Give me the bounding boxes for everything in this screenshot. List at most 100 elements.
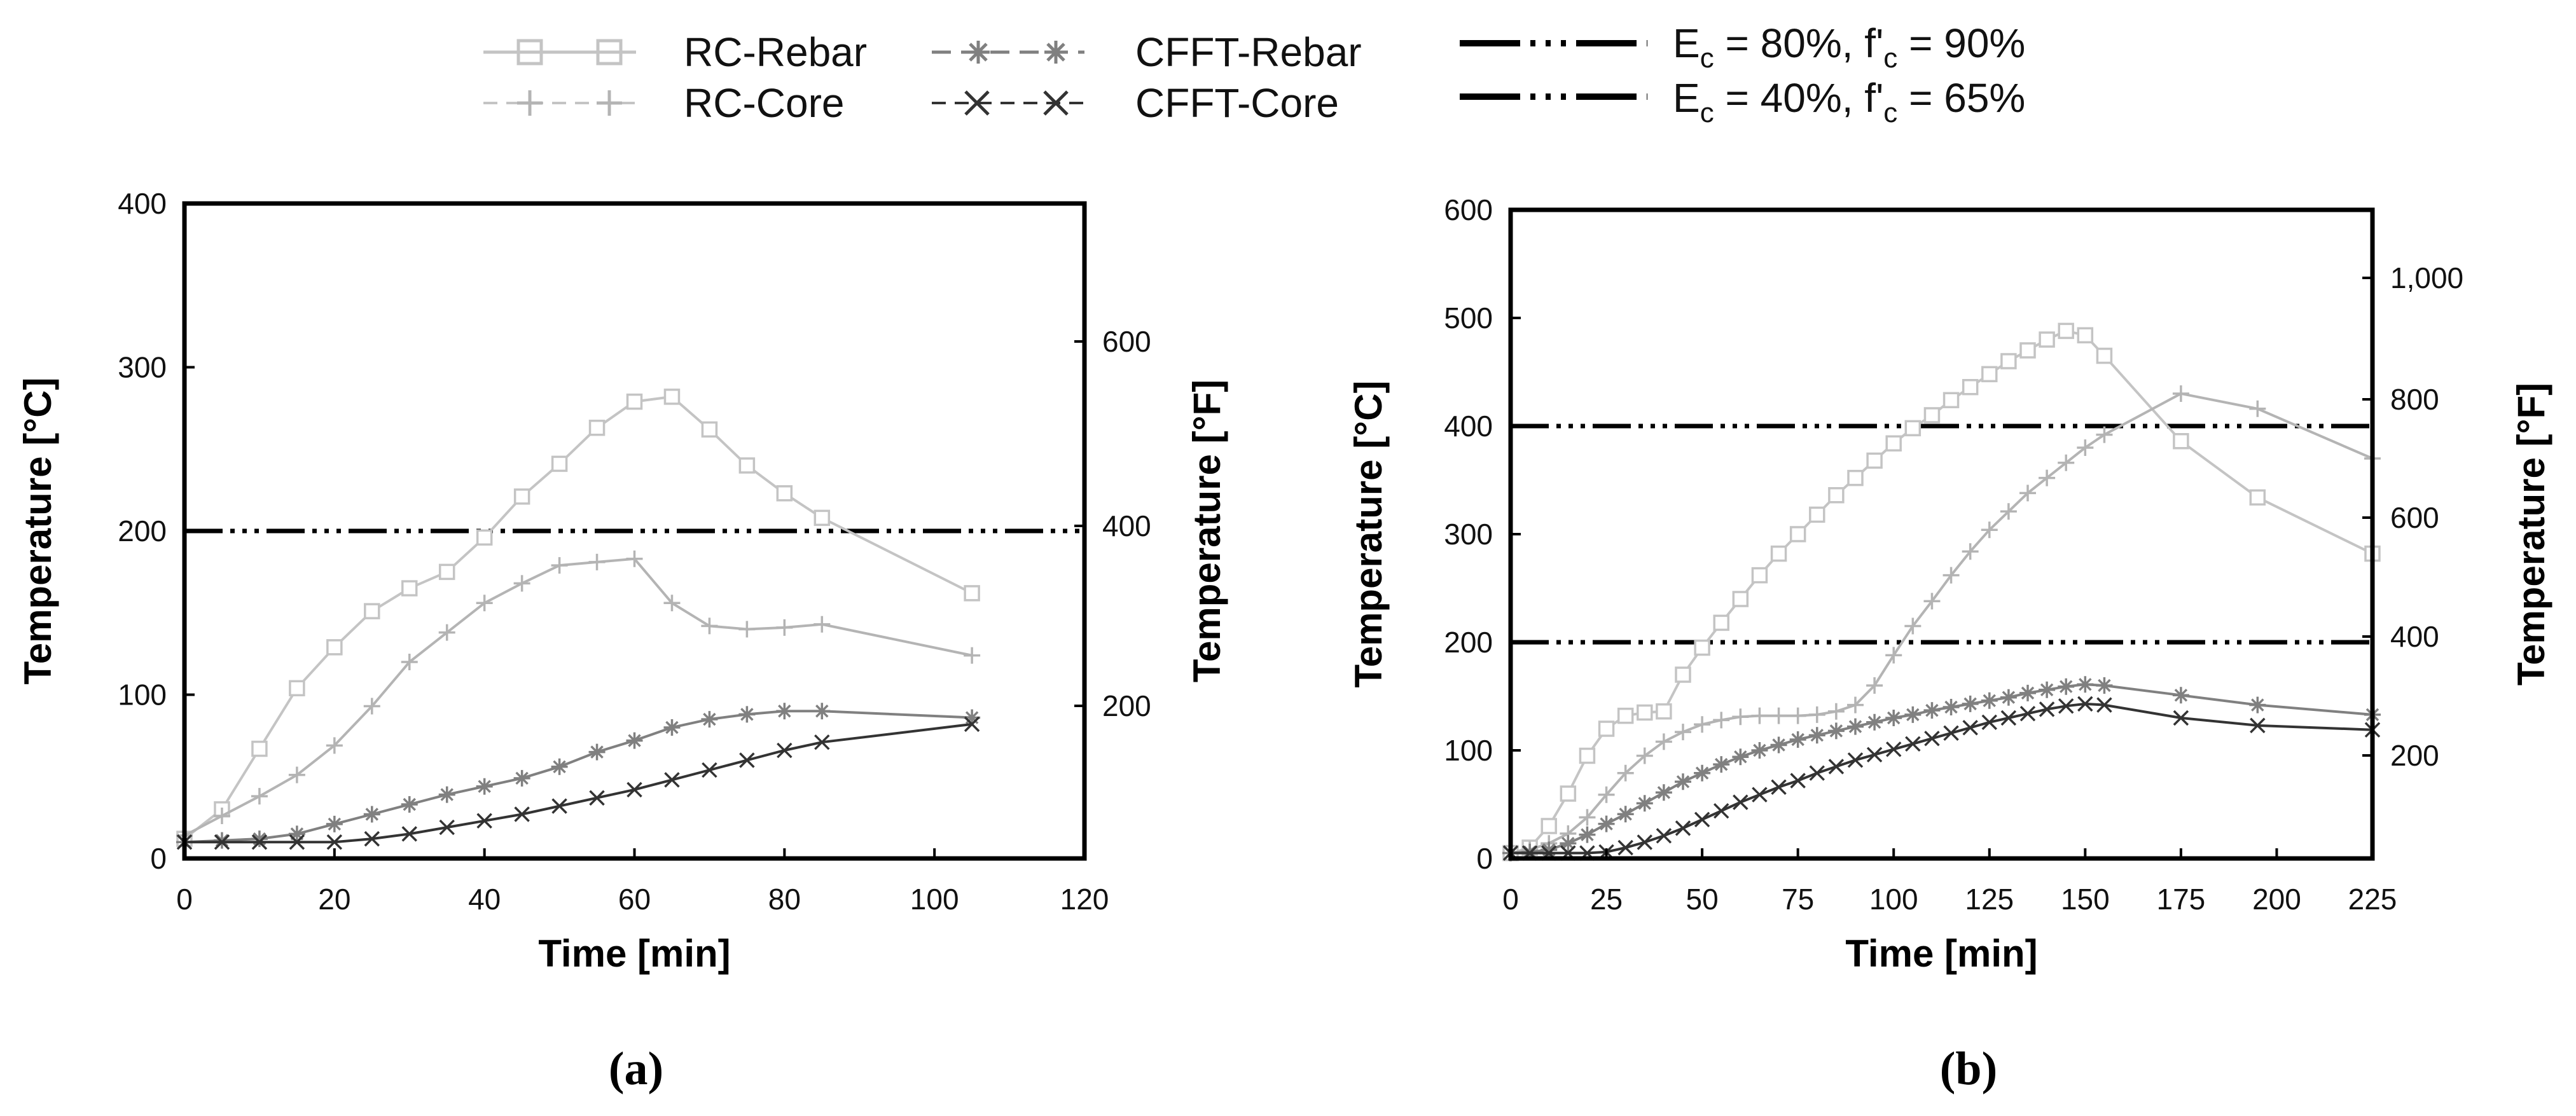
data-point <box>1809 506 1825 523</box>
data-point <box>1923 593 1941 610</box>
data-point <box>2019 705 2036 722</box>
data-point <box>438 624 455 641</box>
data-point <box>626 732 643 749</box>
data-point <box>439 819 455 836</box>
data-point <box>1943 725 1959 741</box>
x-tick-label: 100 <box>1869 883 1918 916</box>
data-point <box>1904 617 1922 635</box>
data-point <box>664 772 680 788</box>
data-point <box>663 595 681 612</box>
data-point <box>626 550 643 567</box>
data-point <box>251 834 268 850</box>
data-point <box>964 647 981 664</box>
data-point <box>514 806 530 822</box>
data-point <box>2019 485 2036 502</box>
data-point <box>2250 717 2266 734</box>
x-tick-label: 50 <box>1686 883 1719 916</box>
data-point <box>326 737 343 754</box>
data-point <box>814 509 831 527</box>
data-point <box>2172 385 2189 402</box>
data-point <box>1751 707 1768 724</box>
y-right-tick-label: 200 <box>2390 739 2439 772</box>
data-point <box>476 595 493 612</box>
data-point <box>2077 696 2093 712</box>
data-point <box>551 798 567 814</box>
y-tick-label: 400 <box>118 187 167 220</box>
data-point <box>814 616 831 633</box>
legend-entry-rc-core: RC-Core <box>483 80 844 126</box>
data-point <box>738 621 756 638</box>
data-point <box>2000 710 2017 726</box>
y-right-tick-label: 800 <box>2390 383 2439 416</box>
data-point <box>2019 342 2036 359</box>
y-right-tick-label: 400 <box>1102 509 1151 542</box>
data-point <box>1560 785 1577 802</box>
data-point <box>1560 835 1577 852</box>
data-point <box>2096 677 2113 694</box>
data-point <box>1675 724 1691 741</box>
data-point <box>1770 736 1787 754</box>
y-tick-label: 0 <box>1476 842 1493 875</box>
y-tick-label: 100 <box>118 679 167 712</box>
data-point <box>1636 747 1653 764</box>
data-point <box>1675 666 1691 683</box>
data-point <box>1904 420 1922 437</box>
data-point <box>2019 684 2036 701</box>
data-point <box>1771 779 1787 796</box>
data-point <box>1789 731 1806 748</box>
data-point <box>1541 841 1558 858</box>
legend-entry-threshold-1: Ec = 80%, f'c = 90% <box>1460 20 2025 74</box>
data-point <box>1598 786 1615 803</box>
data-point <box>401 826 417 842</box>
data-point <box>702 762 717 778</box>
data-point <box>1617 839 1633 856</box>
data-point <box>1732 748 1749 766</box>
data-point <box>2077 327 2094 343</box>
series-cfft-rebar <box>1502 676 2381 862</box>
data-point <box>588 420 606 436</box>
data-point <box>551 758 568 775</box>
series-line <box>183 395 973 840</box>
data-point <box>363 806 380 823</box>
data-point <box>513 769 530 787</box>
data-point <box>663 719 681 736</box>
data-point <box>1885 647 1902 664</box>
data-point <box>401 796 418 813</box>
data-point <box>251 740 268 757</box>
legend-label-threshold-2: Ec = 40%, f'c = 65% <box>1673 75 2025 128</box>
x-axis-label: Time [min] <box>1845 932 2037 975</box>
data-point <box>2000 353 2017 369</box>
x-tick-label: 175 <box>2157 883 2206 916</box>
data-point <box>1923 702 1941 719</box>
data-point <box>964 709 981 726</box>
legend-entry-rc-rebar: RC-Rebar <box>483 29 867 75</box>
data-point <box>1656 828 1672 844</box>
y-axis-label: Temperature [°C] <box>1347 381 1390 688</box>
data-point <box>1885 710 1902 726</box>
chart-b: 0 25 50 75 100 125 150 175 200 225 0 100 200 300 400 50… <box>1347 193 2552 1095</box>
legend-label-rc-core: RC-Core <box>684 80 844 126</box>
legend: RC-Rebar RC-Core CFFT-Rebar CFFT-Core Ec… <box>483 20 2025 128</box>
data-point <box>1732 591 1749 607</box>
data-point <box>701 711 718 728</box>
data-point <box>2058 698 2074 714</box>
y-tick-label: 500 <box>1444 301 1493 334</box>
series-line <box>184 722 973 844</box>
data-point <box>589 790 605 806</box>
y-tick-label: 200 <box>118 514 167 548</box>
data-point <box>1942 699 1960 715</box>
legend-entry-cfft-core: CFFT-Core <box>932 80 1339 126</box>
series-cfft-rebar <box>176 703 981 851</box>
y-tick-label: 100 <box>1444 734 1493 767</box>
data-point <box>1617 707 1634 724</box>
data-point <box>1828 759 1845 775</box>
data-point <box>438 563 455 581</box>
data-point <box>326 639 343 656</box>
data-point <box>1981 692 1998 709</box>
series-cfft-core <box>176 716 980 850</box>
data-point <box>701 421 718 438</box>
data-point <box>1617 764 1634 782</box>
data-point <box>1827 703 1845 720</box>
data-point <box>1981 366 1998 383</box>
y-axis-label: Temperature [°C] <box>17 378 59 685</box>
